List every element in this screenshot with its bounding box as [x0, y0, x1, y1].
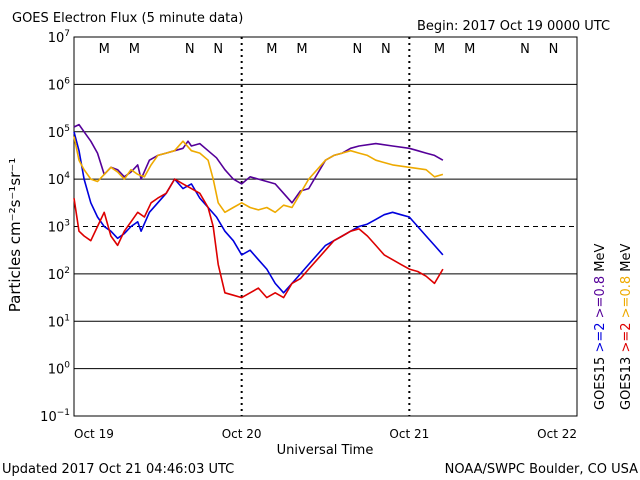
y-tick-label: 103 — [48, 219, 70, 236]
y-tick-exponent: 0 — [64, 361, 70, 371]
legend-column: GOES13 >=2 >=0.8 MeV — [619, 244, 634, 410]
marker-m: M — [266, 42, 277, 57]
marker-n: N — [352, 42, 362, 57]
marker-m: M — [129, 42, 140, 57]
marker-m: M — [464, 42, 475, 57]
legend-entry: MeV — [593, 244, 608, 276]
y-axis-label: Particles cm⁻²s⁻¹sr⁻¹ — [6, 158, 24, 312]
legend-entry: >=2 — [619, 322, 634, 356]
series-line-2 — [73, 136, 444, 214]
x-tick-label: Oct 19 — [74, 427, 114, 441]
y-tick-exponent: 6 — [64, 76, 70, 86]
x-tick-label: Oct 21 — [389, 427, 429, 441]
series-line-0 — [73, 123, 444, 204]
marker-n: N — [213, 42, 223, 57]
legend-column: GOES15 >=2 >=0.8 MeV — [593, 244, 608, 410]
legend-entry: >=0.8 — [593, 276, 608, 323]
series-line-1 — [73, 131, 444, 294]
y-tick-exponent: 1 — [64, 313, 70, 323]
gridlines — [74, 83, 577, 370]
updated-timestamp: Updated 2017 Oct 21 04:46:03 UTC — [2, 462, 234, 477]
credit-text: NOAA/SWPC Boulder, CO USA — [445, 462, 638, 477]
marker-m: M — [434, 42, 445, 57]
marker-n: N — [185, 42, 195, 57]
series-line-3 — [73, 178, 444, 299]
y-tick-exponent: 4 — [64, 171, 70, 181]
y-tick-label: 101 — [48, 313, 70, 330]
marker-n: N — [381, 42, 391, 57]
y-tick-label: 107 — [48, 29, 70, 46]
y-tick-label: 10−1 — [40, 408, 70, 425]
marker-n: N — [520, 42, 530, 57]
series-lines — [73, 123, 444, 299]
legend-entry: >=0.8 — [619, 276, 634, 323]
begin-label: Begin: 2017 Oct 19 0000 UTC — [417, 19, 610, 34]
y-tick-label: 104 — [48, 171, 71, 188]
marker-n: N — [549, 42, 559, 57]
y-tick-label: 105 — [48, 124, 70, 141]
y-tick-exponent: 5 — [64, 124, 70, 134]
legend-entry: GOES15 — [593, 357, 608, 410]
y-tick-exponent: 7 — [64, 29, 70, 39]
legend-entry: GOES13 — [619, 357, 634, 410]
x-tick-label: Oct 22 — [537, 427, 577, 441]
chart-title: GOES Electron Flux (5 minute data) — [12, 11, 243, 26]
legend-entry: >=2 — [593, 322, 608, 356]
marker-m: M — [296, 42, 307, 57]
x-axis-label: Universal Time — [277, 443, 374, 458]
legend-entry: MeV — [619, 244, 634, 276]
y-tick-exponent: 3 — [64, 219, 70, 229]
x-tick-label: Oct 20 — [222, 427, 262, 441]
y-tick-label: 100 — [48, 361, 71, 378]
y-tick-exponent: −1 — [57, 408, 70, 418]
marker-m: M — [99, 42, 110, 57]
y-tick-label: 106 — [48, 76, 71, 93]
x-axis-ticks: Oct 19 Oct 20 Oct 21 Oct 22 — [74, 427, 577, 441]
y-tick-label: 102 — [48, 266, 70, 283]
y-tick-exponent: 2 — [64, 266, 70, 276]
